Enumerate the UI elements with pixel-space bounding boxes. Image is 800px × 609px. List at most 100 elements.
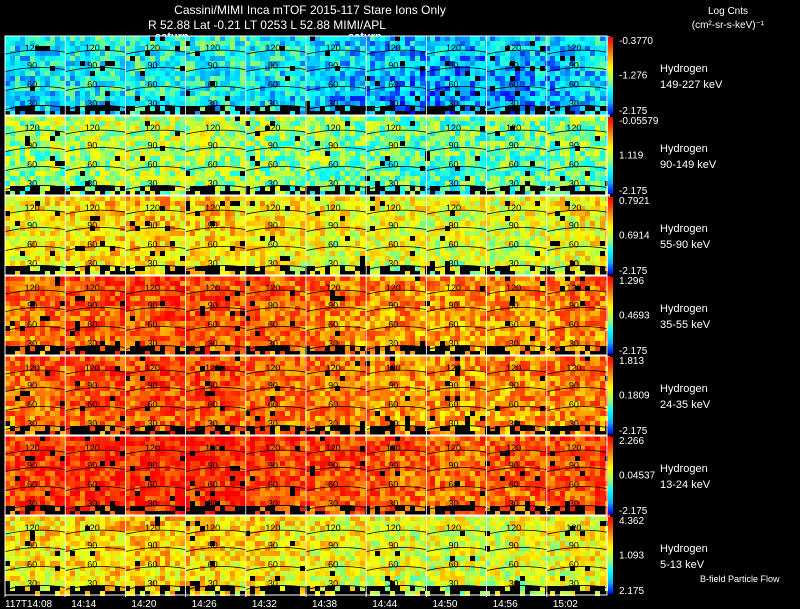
contour-line: [426, 209, 487, 215]
contour-label: 90: [268, 381, 278, 391]
contour-line: [366, 486, 427, 491]
contour-line: [486, 289, 547, 295]
contour-line: [486, 585, 547, 590]
contour-label: 120: [566, 123, 581, 133]
contour-label: 30: [388, 259, 398, 269]
contour-line: [426, 449, 487, 455]
contour-line: [125, 246, 186, 251]
contour-label: 90: [87, 141, 97, 151]
contour-line: [245, 289, 307, 295]
contour-line: [125, 585, 186, 590]
contour-label: 120: [566, 43, 581, 53]
contour-line: [426, 406, 487, 411]
contour-line: [546, 209, 608, 215]
contour-label: 30: [448, 579, 458, 589]
species-label: Hydrogen: [660, 543, 708, 555]
contour-label: 60: [268, 160, 278, 170]
contour-label: 120: [265, 123, 280, 133]
contour-label: 120: [25, 363, 40, 373]
orbit-info: R 52.88 Lat -0.21 LT 0253 L 52.88 MIMI/A…: [148, 18, 386, 32]
contour-line: [65, 49, 126, 55]
contour-label: 30: [27, 499, 37, 509]
contour-label: 30: [27, 259, 37, 269]
contour-label: 30: [268, 419, 278, 429]
contour-label: 60: [268, 240, 278, 250]
contour-line: [486, 246, 547, 251]
contour-line: [125, 129, 186, 135]
contour-line: [65, 585, 126, 590]
contour-label: 30: [448, 419, 458, 429]
contour-label: 30: [147, 419, 157, 429]
contour-line: [65, 345, 126, 350]
contour-line: [125, 49, 186, 55]
contour-line: [426, 547, 487, 552]
x-tick-label: 117T14:08: [5, 599, 53, 609]
x-tick-label: 14:20: [131, 599, 156, 609]
contour-line: [486, 147, 547, 152]
contour-label: 120: [85, 283, 100, 293]
contour-label: 60: [147, 240, 157, 250]
contour-line: [185, 307, 246, 312]
contour-line: [65, 326, 126, 331]
contour-line: [426, 185, 487, 190]
contour-line: [4, 185, 66, 190]
contour-label: 30: [27, 99, 37, 109]
contour-label: 120: [326, 523, 341, 533]
contour-label: 120: [386, 443, 401, 453]
contour-label: 90: [147, 541, 157, 551]
contour-label: 30: [328, 339, 338, 349]
contour-label: 120: [566, 523, 581, 533]
contour-line: [426, 289, 487, 295]
contour-label: 120: [386, 283, 401, 293]
contour-line: [546, 67, 608, 72]
contour-label: 30: [268, 499, 278, 509]
contour-line: [245, 345, 307, 350]
contour-label: 120: [446, 283, 461, 293]
contour-line: [305, 185, 367, 190]
contour-label: 30: [569, 419, 579, 429]
colorbar-mid-label: 1.119: [619, 151, 644, 162]
contour-label: 90: [509, 141, 519, 151]
contour-label: 30: [147, 499, 157, 509]
contour-label: 30: [388, 419, 398, 429]
contour-label: 90: [569, 221, 579, 231]
contour-label: 60: [509, 480, 519, 490]
contour-line: [4, 209, 66, 215]
contour-line: [245, 227, 307, 232]
contour-line: [185, 49, 246, 55]
contour-line: [4, 425, 66, 430]
contour-label: 90: [448, 221, 458, 231]
contour-label: 30: [27, 179, 37, 189]
contour-label: 120: [386, 123, 401, 133]
contour-line: [426, 425, 487, 430]
contour-label: 120: [145, 43, 160, 53]
contour-label: 30: [208, 99, 218, 109]
contour-label: 30: [509, 499, 519, 509]
contour-line: [65, 105, 126, 110]
contour-label: 60: [328, 400, 338, 410]
contour-line: [305, 105, 367, 110]
contour-line: [486, 105, 547, 110]
species-label: Hydrogen: [660, 303, 708, 315]
contour-label: 30: [448, 339, 458, 349]
contour-line: [546, 486, 608, 491]
colorbar: [608, 277, 613, 354]
contour-label: 120: [265, 443, 280, 453]
contour-label: 30: [569, 579, 579, 589]
contour-line: [426, 369, 487, 375]
contour-line: [486, 67, 547, 72]
contour-line: [65, 166, 126, 171]
contour-label: 120: [326, 203, 341, 213]
contour-label: 60: [268, 480, 278, 490]
contour-line: [366, 449, 427, 455]
contour-line: [546, 369, 608, 375]
contour-line: [65, 147, 126, 152]
contour-line: [125, 307, 186, 312]
contour-line: [486, 129, 547, 135]
contour-line: [366, 105, 427, 110]
contour-line: [4, 467, 66, 472]
contour-label: 30: [147, 259, 157, 269]
contour-label: 120: [326, 283, 341, 293]
colorbar-max-label: -0.3770: [619, 36, 653, 47]
